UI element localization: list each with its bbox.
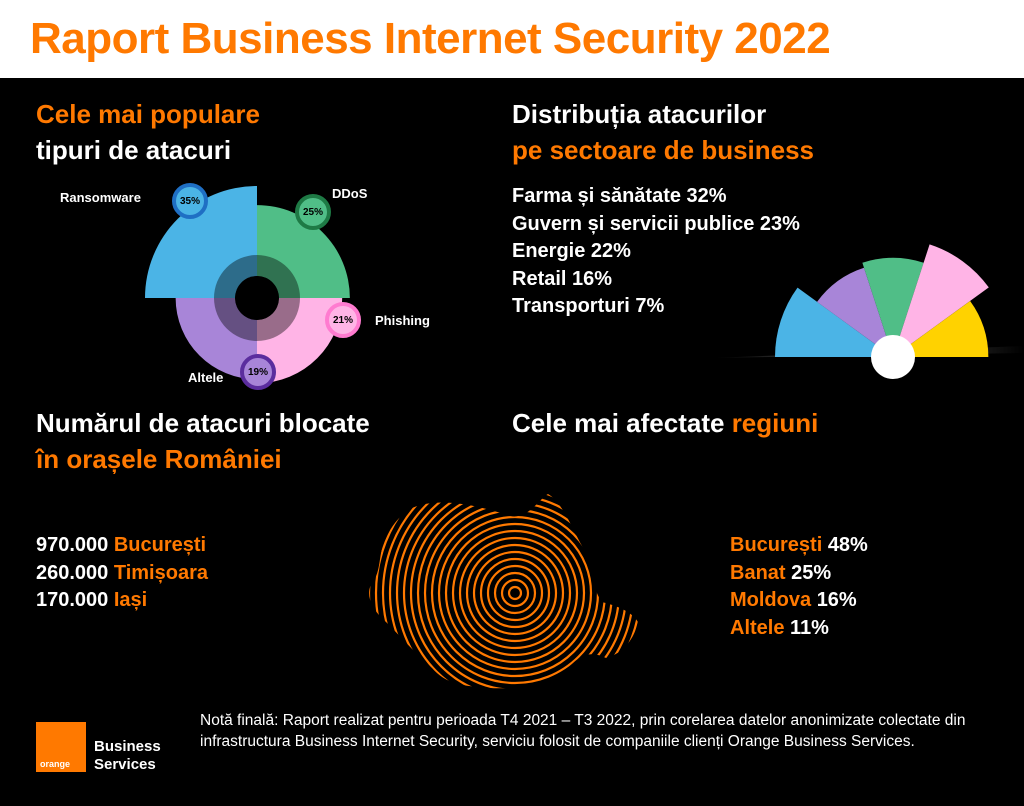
attack-slice-inner-ransomware	[214, 255, 257, 298]
region-item: București 48%	[730, 534, 868, 556]
header-bar	[0, 0, 1024, 78]
map-ring	[451, 529, 579, 657]
sector-item: Farma și sănătate 32%	[512, 185, 727, 207]
region-item: Altele 11%	[730, 616, 829, 639]
map-ring	[444, 522, 586, 664]
attack-label-ddos: DDoS	[332, 186, 368, 201]
map-ring	[458, 536, 572, 650]
regions-list: București 48% Banat 25% Moldova 16% Alte…	[730, 532, 868, 642]
map-ring	[507, 585, 523, 601]
region-item: Banat 25%	[730, 561, 832, 584]
city-item: 170.000 Iași	[36, 589, 148, 611]
romania-map-graphic	[369, 494, 638, 689]
map-ring	[465, 543, 565, 643]
map-ring	[374, 494, 638, 689]
orange-logo-text: orange	[40, 759, 71, 769]
sectors-heading-line1: Distribuția atacurilor	[512, 99, 767, 129]
final-note: Notă finală: Raport realizat pentru peri…	[200, 712, 966, 750]
sector-slice	[893, 244, 989, 357]
cities-heading-line2: în orașele României	[36, 444, 282, 474]
sectors-chart	[710, 244, 1024, 379]
sectors-chart-hub	[871, 335, 915, 379]
attack-slice-inner-ddos	[257, 255, 300, 298]
page-title: Raport Business Internet Security 2022	[30, 14, 831, 63]
sector-slice	[775, 287, 893, 357]
attack-label-altele: Altele	[188, 370, 224, 385]
city-item: 260.000 Timișoara	[36, 561, 208, 584]
attack-badge-ransomware: 35%	[172, 183, 208, 219]
attack-slice-inner-altele	[214, 298, 257, 341]
attack-badge-phishing: 21%	[325, 302, 361, 338]
sector-slice	[893, 300, 989, 357]
attack-label-ransomware: Ransomware	[60, 190, 141, 205]
attack-badge-altele: 19%	[240, 354, 276, 390]
sector-item: Transporturi 7%	[512, 295, 665, 317]
sectors-list: Farma și sănătate 32% Guvern și servicii…	[512, 183, 800, 321]
map-ring	[381, 494, 638, 689]
sector-slice	[862, 257, 924, 357]
attack-badge-ddos: 25%	[295, 194, 331, 230]
map-ring	[486, 564, 544, 622]
sector-item: Energie 22%	[512, 240, 631, 262]
sector-item: Retail 16%	[512, 267, 613, 290]
attack-label-phishing: Phishing	[375, 313, 430, 328]
attack-types-chart	[145, 186, 350, 384]
map-ring	[388, 494, 638, 689]
map-ring	[500, 578, 530, 608]
region-item: Moldova 16%	[730, 589, 857, 611]
attacks-heading-line2: tipuri de atacuri	[36, 135, 232, 165]
attack-chart-hole	[235, 276, 279, 320]
attack-slice-inner-phishing	[257, 298, 300, 341]
brand-name: Business Services	[94, 738, 161, 773]
city-item: 970.000 București	[36, 534, 207, 556]
attacks-heading-line1: Cele mai populare	[36, 99, 260, 129]
map-rings	[369, 494, 638, 689]
sector-item: Guvern și servicii publice 23%	[512, 212, 800, 235]
sector-slice	[817, 267, 893, 357]
map-ring	[472, 550, 558, 636]
cities-heading-line1: Numărul de atacuri blocate	[36, 408, 370, 438]
cities-list: 970.000 București 260.000 Timișoara 170.…	[36, 532, 208, 615]
sectors-heading-line2: pe sectoare de business	[512, 135, 815, 165]
map-ring	[493, 571, 537, 615]
map-ring	[479, 557, 551, 629]
map-ring	[430, 508, 600, 678]
map-ring	[437, 515, 593, 671]
regions-heading: Cele mai afectate regiuni	[512, 408, 819, 438]
orange-logo: orange	[36, 722, 86, 772]
